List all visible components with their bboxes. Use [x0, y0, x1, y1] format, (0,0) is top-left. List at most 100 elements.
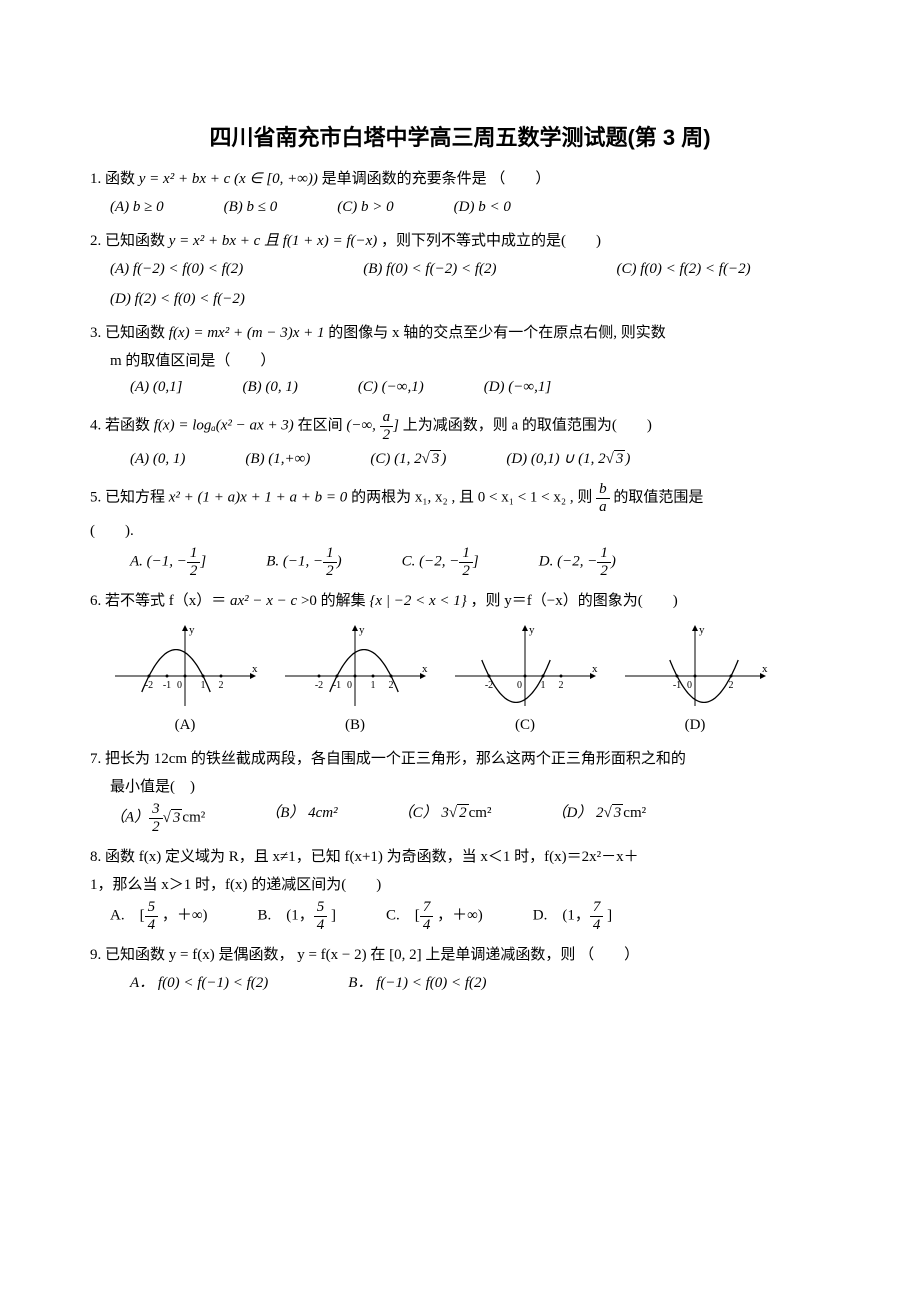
q4-frac-n: a [380, 409, 394, 427]
q8-A-d: 4 [145, 917, 159, 934]
q5-B-d: 2 [323, 563, 337, 580]
q5-D-post: ) [611, 554, 616, 570]
svg-text:x: x [762, 663, 768, 675]
q5-B-frac: 12 [323, 545, 337, 579]
q7-C-post: cm² [469, 805, 492, 821]
q8-A-pre: A. [ [110, 908, 145, 924]
q4-C-sqrt: 3 [422, 447, 442, 471]
svg-text:y: y [529, 624, 535, 636]
svg-text:2: 2 [389, 680, 394, 691]
q8-opt-A: A. [54 ，＋∞) [110, 899, 208, 933]
q1-opt-B: (B) b ≤ 0 [224, 195, 278, 219]
q6-graph-C: x y 0 -212 (C) [450, 621, 600, 737]
q3-opt-D: (D) (−∞,1] [484, 375, 551, 399]
q6-stem: 6. 若不等式 f（x）＝ ax² − x − c >0 的解集 {x | −2… [90, 589, 830, 613]
q6-mid: >0 的解集 [297, 593, 369, 609]
q3-options: (A) (0,1] (B) (0, 1) (C) (−∞,1) (D) (−∞,… [90, 375, 830, 399]
q3-opt-C: (C) (−∞,1) [358, 375, 424, 399]
q5-B-pre: B. (−1, − [266, 554, 323, 570]
q7-A-sqrt: 3 [163, 806, 183, 830]
question-7: 7. 把长为 12cm 的铁丝截成两段，各自围成一个正三角形，那么这两个正三角形… [90, 747, 830, 835]
q5-D-pre: D. (−2, − [539, 554, 598, 570]
q5-A-frac: 12 [187, 545, 201, 579]
svg-text:2: 2 [559, 680, 564, 691]
svg-text:x: x [252, 663, 258, 675]
q4-opt-C: (C) (1, 23) [370, 447, 446, 471]
q8-opt-D: D. (1，74 ] [533, 899, 612, 933]
q6-graphs: x y 0 -2-112 (A) x y 0 -2-112 (B) [90, 621, 830, 737]
q4-interval-pre: (−∞, [346, 418, 379, 434]
q7-C-sqrt: 2 [449, 801, 469, 825]
q8-C-frac: 74 [420, 899, 434, 933]
q1-math: y = x² + bx + c (x ∈ [0, +∞)) [139, 171, 318, 187]
q2-tail: ，则下列不等式中成立的是( ) [377, 233, 601, 249]
q5-C-pre: C. (−2, − [402, 554, 460, 570]
q6-graph-D: x y 0 -12 (D) [620, 621, 770, 737]
q8-D-n: 7 [590, 899, 604, 917]
q7-D-pre: （D） 2 [551, 805, 603, 821]
q6-post: ，则 y＝f（−x）的图象为( ) [467, 593, 678, 609]
q4-D-rad: 3 [614, 450, 626, 467]
q8-options: A. [54 ，＋∞) B. (1，54 ] C. [74 ，＋∞) D. (1… [90, 899, 830, 933]
q8-B-frac: 54 [314, 899, 328, 933]
q4-D-pre: (D) (0,1) ∪ (1, 2 [506, 451, 605, 467]
q2-opt-B: (B) f(0) < f(−2) < f(2) [363, 257, 496, 281]
q5-C-n: 1 [459, 545, 473, 563]
q7-line2: 最小值是( ) [90, 775, 830, 799]
q6-pre: 6. 若不等式 f（x）＝ [90, 593, 230, 609]
q3-l1-math: f(x) = mx² + (m − 3)x + 1 [169, 325, 325, 341]
svg-text:-2: -2 [315, 680, 323, 691]
q2-text: 2. 已知函数 [90, 233, 169, 249]
q7-D-rad: 3 [612, 804, 624, 821]
question-1: 1. 函数 y = x² + bx + c (x ∈ [0, +∞)) 是单调函… [90, 167, 830, 219]
q4-C-pre: (C) (1, 2 [370, 451, 421, 467]
q4-options: (A) (0, 1) (B) (1,+∞) (C) (1, 23) (D) (0… [90, 447, 830, 471]
svg-text:y: y [699, 624, 705, 636]
q5-post: 的取值范围是 [610, 490, 704, 506]
q6-label-B: (B) [280, 713, 430, 737]
q1-opt-D: (D) b < 0 [454, 195, 511, 219]
q4-opt-B: (B) (1,+∞) [245, 447, 310, 471]
q3-opt-A: (A) (0,1] [130, 375, 183, 399]
question-4: 4. 若函数 f(x) = logₐ(x² − ax + 3) 在区间 (−∞,… [90, 409, 830, 471]
svg-text:2: 2 [219, 680, 224, 691]
q2-math: y = x² + bx + c 且 f(1 + x) = f(−x) [169, 233, 378, 249]
q4-post: 上为减函数，则 a 的取值范围为( ) [399, 418, 652, 434]
q4-math-l: f(x) = logₐ(x² − ax + 3) [154, 418, 294, 434]
q8-B-pre: B. (1， [258, 908, 314, 924]
q6-label-C: (C) [450, 713, 600, 737]
q9-opt-A: A． f(0) < f(−1) < f(2) [130, 971, 268, 995]
q7-opt-B: （B） 4cm² [265, 801, 337, 835]
q8-B-d: 4 [314, 917, 328, 934]
svg-text:0: 0 [177, 680, 182, 691]
q3-l1-post: 的图像与 x 轴的交点至少有一个在原点右侧, 则实数 [325, 325, 666, 341]
svg-text:-1: -1 [163, 680, 171, 691]
q4-opt-D: (D) (0,1) ∪ (1, 23) [506, 447, 630, 471]
q5-A-d: 2 [187, 563, 201, 580]
q5-pre: 5. 已知方程 [90, 490, 169, 506]
svg-text:1: 1 [541, 680, 546, 691]
q5-D-n: 1 [597, 545, 611, 563]
q7-line1: 7. 把长为 12cm 的铁丝截成两段，各自围成一个正三角形，那么这两个正三角形… [90, 747, 830, 771]
q8-D-pre: D. (1， [533, 908, 590, 924]
q8-C-pre: C. [ [386, 908, 420, 924]
svg-text:1: 1 [371, 680, 376, 691]
q5-A-pre: A. (−1, − [130, 554, 187, 570]
q5-B-n: 1 [323, 545, 337, 563]
question-2: 2. 已知函数 y = x² + bx + c 且 f(1 + x) = f(−… [90, 229, 830, 311]
q8-A-post: ，＋∞) [158, 908, 207, 924]
q5-blank: ( ). [90, 519, 830, 543]
q2-opt-C: (C) f(0) < f(2) < f(−2) [617, 257, 751, 281]
q6-graph-B: x y 0 -2-112 (B) [280, 621, 430, 737]
q7-opt-C: （C） 32cm² [398, 801, 492, 835]
q6-math: ax² − x − c [230, 593, 297, 609]
q5-opt-D: D. (−2, −12) [539, 545, 616, 579]
q8-A-frac: 54 [145, 899, 159, 933]
q1-text: 1. 函数 [90, 171, 139, 187]
q5-D-frac: 12 [597, 545, 611, 579]
q1-tail: 是单调函数的充要条件是 （ ） [318, 171, 551, 187]
q7-options: （A）323cm² （B） 4cm² （C） 32cm² （D） 23cm² [90, 801, 830, 835]
q9-stem: 9. 已知函数 y = f(x) 是偶函数， y = f(x − 2) 在 [0… [90, 943, 830, 967]
svg-text:0: 0 [517, 680, 522, 691]
q7-A-d: 2 [149, 819, 163, 836]
